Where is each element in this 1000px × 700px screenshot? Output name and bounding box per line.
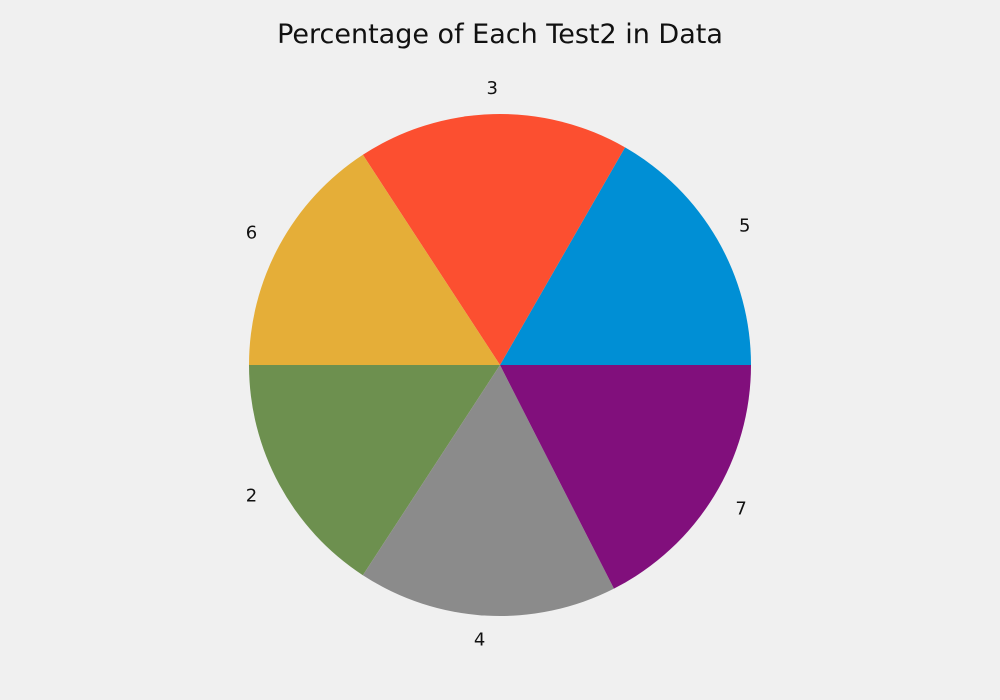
pie-slice-7	[500, 365, 751, 589]
pie-slice-labels: 5 3 6 2 4 7	[246, 78, 751, 651]
pie-slice-label-3: 3	[486, 78, 497, 99]
pie-slice-3	[362, 114, 626, 365]
pie-slice-4	[362, 365, 614, 616]
pie-slice-label-2: 2	[246, 486, 257, 507]
pie-slices	[249, 114, 751, 616]
pie-slice-label-4: 4	[474, 630, 485, 651]
pie-slice-5	[500, 147, 751, 365]
pie-slice-label-7: 7	[735, 498, 746, 519]
pie-slice-label-5: 5	[739, 216, 750, 237]
chart-title: Percentage of Each Test2 in Data	[277, 19, 723, 50]
pie-slice-label-6: 6	[246, 223, 257, 244]
pie-slice-6	[249, 154, 500, 365]
pie-slice-2	[249, 365, 500, 576]
